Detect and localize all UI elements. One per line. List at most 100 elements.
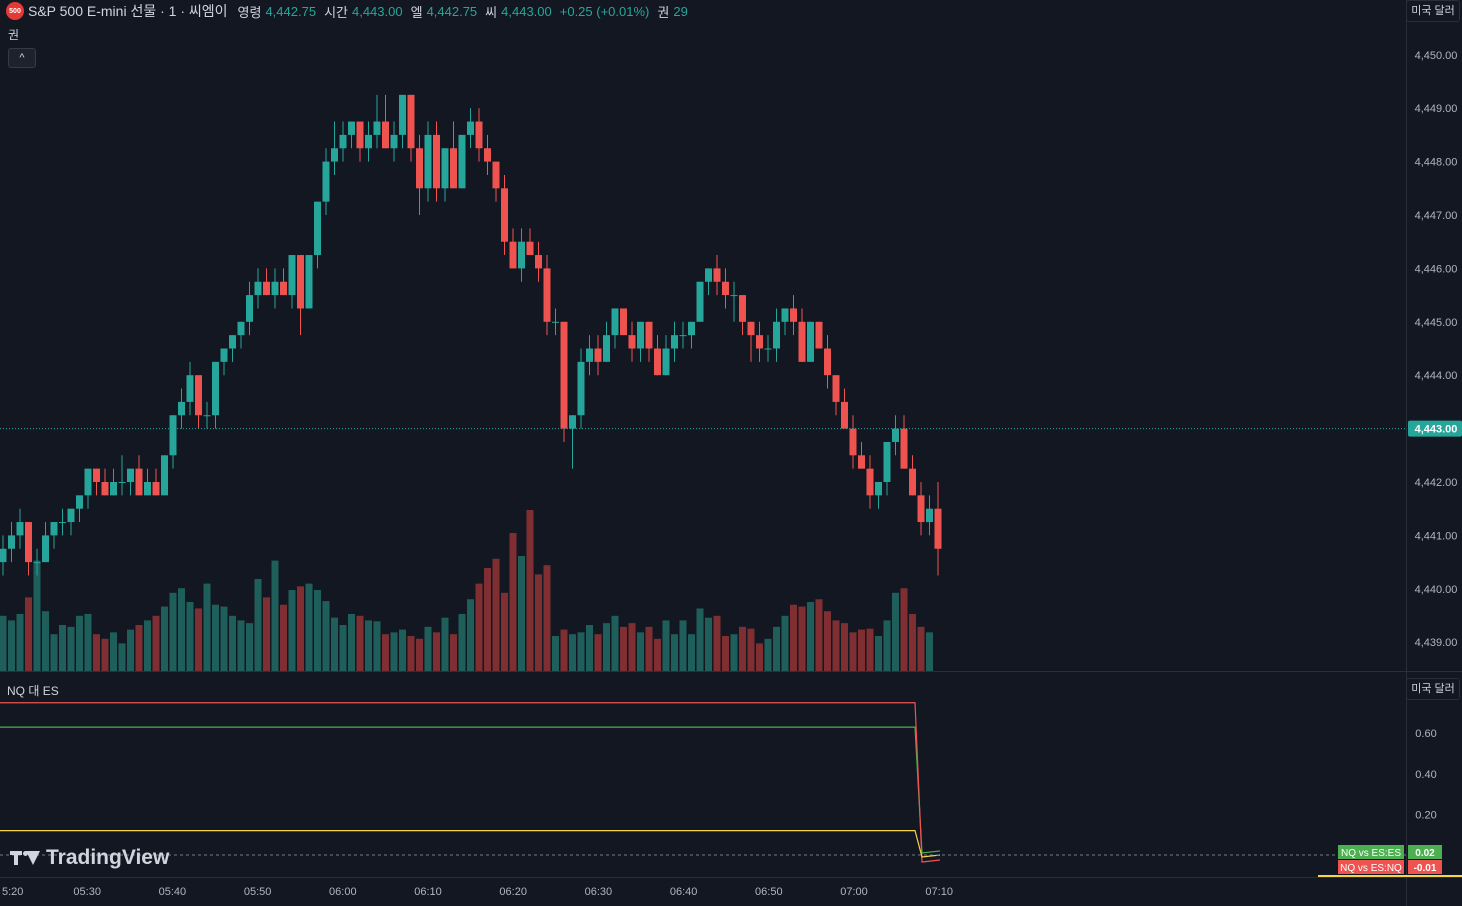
candle	[0, 535, 7, 576]
chevron-up-icon[interactable]: ^	[8, 48, 36, 68]
candle	[586, 335, 593, 376]
candle-body	[348, 121, 355, 135]
candle-body	[722, 281, 729, 296]
time-tick-label: 07:10	[925, 886, 953, 898]
candle-body	[586, 348, 593, 362]
candle-body	[705, 268, 712, 282]
candle-body	[841, 401, 848, 429]
volume-bar	[152, 615, 160, 671]
volume-bar	[433, 632, 440, 671]
candle	[484, 134, 491, 175]
candle-body	[390, 134, 398, 149]
open-label: 영령	[237, 4, 262, 20]
candle-body	[229, 335, 236, 349]
candle	[203, 401, 211, 429]
candle	[433, 121, 440, 202]
candle-body	[50, 522, 58, 536]
series-name-tag-label: NQ vs ES:NQ	[1340, 863, 1402, 874]
volume-bar	[790, 604, 797, 671]
volume-bar	[552, 636, 559, 671]
volume-bar	[93, 634, 100, 671]
series-name-tag	[1338, 860, 1404, 874]
candle-body	[416, 148, 423, 189]
volume-bar	[407, 636, 415, 671]
candle	[620, 308, 627, 336]
indicator-series-line	[0, 726, 941, 854]
candle	[195, 375, 202, 429]
candle	[577, 348, 585, 429]
volume-bar	[458, 613, 466, 671]
currency-button-main[interactable]: 미국 달러	[1406, 0, 1460, 22]
candle	[42, 522, 49, 563]
volume-bar	[305, 583, 313, 671]
volume-bar	[475, 583, 483, 671]
currency-button-indicator[interactable]: 미국 달러	[1406, 678, 1460, 700]
volume-bar	[246, 623, 253, 671]
candle	[892, 415, 899, 456]
candle-body	[33, 562, 41, 564]
candle-body	[424, 134, 432, 189]
candle-body	[645, 321, 653, 349]
series-value-tag	[1408, 845, 1442, 859]
candle	[416, 134, 423, 215]
candle	[254, 268, 262, 309]
open-value: 4,442.75	[265, 3, 317, 19]
candle-body	[637, 321, 644, 349]
candle	[441, 148, 449, 202]
price-tick-label: 4,448.00	[1415, 157, 1458, 169]
candle	[603, 321, 610, 362]
volume-bar	[263, 597, 270, 671]
candle-body	[84, 468, 92, 496]
candle-body	[339, 134, 347, 149]
time-tick-label: 5:20	[2, 886, 23, 898]
series-name-tag-label: NQ vs ES:ES	[1341, 848, 1401, 859]
price-tick-label: 4,442.00	[1415, 477, 1458, 489]
volume-bar	[144, 620, 151, 671]
candle-body	[569, 415, 576, 429]
volume-bar	[237, 620, 245, 671]
candle-body	[764, 348, 772, 350]
candle	[841, 388, 848, 429]
volume-bar	[875, 636, 882, 671]
candle	[76, 495, 83, 523]
candle-body	[926, 508, 933, 523]
candle	[824, 335, 831, 389]
candle-body	[59, 522, 66, 524]
price-tick-label: 4,441.00	[1415, 530, 1458, 542]
volume-bar	[705, 617, 712, 671]
volume-bar	[373, 621, 381, 671]
tradingview-logo[interactable]: TradingView	[10, 846, 169, 870]
volume-bar	[764, 638, 772, 671]
candle-body	[288, 255, 296, 296]
candle-body	[696, 281, 704, 322]
candle	[671, 321, 678, 362]
symbol-title[interactable]: S&P 500 E-mini 선물 · 1 · 씨엠이	[28, 3, 228, 19]
candle-body	[373, 121, 381, 135]
candle	[33, 548, 41, 576]
volume-bar	[101, 638, 109, 671]
volume-label: 권	[657, 4, 670, 20]
candle	[509, 228, 517, 269]
candle-body	[747, 321, 755, 336]
time-tick-label: 06:10	[414, 886, 442, 898]
volume-bar	[620, 626, 627, 671]
candle-body	[467, 121, 474, 135]
time-tick-label: 06:50	[755, 886, 783, 898]
volume-bar	[280, 604, 287, 671]
candle	[178, 388, 185, 429]
volume-bar	[195, 608, 202, 671]
candle	[696, 281, 704, 322]
candles	[0, 94, 942, 576]
candle	[909, 455, 916, 496]
candle	[8, 522, 15, 563]
high-label: 시간	[324, 4, 348, 20]
candle-body	[492, 161, 500, 189]
candle-body	[144, 482, 151, 496]
price-tick-label: 4,444.00	[1415, 370, 1458, 382]
candle	[781, 308, 789, 336]
candle-body	[756, 335, 763, 349]
series-value-tag-label: 0.02	[1415, 848, 1435, 859]
volume-bar	[586, 625, 593, 671]
candle-body	[917, 495, 925, 523]
